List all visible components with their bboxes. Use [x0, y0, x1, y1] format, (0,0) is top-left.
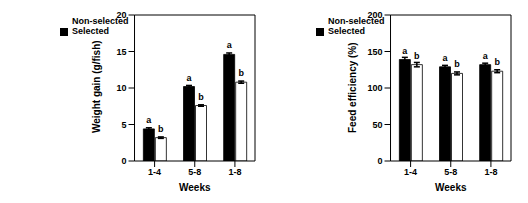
svg-text:a: a: [187, 73, 193, 83]
svg-text:a: a: [483, 51, 489, 61]
svg-text:Weeks: Weeks: [179, 182, 211, 193]
svg-text:b: b: [158, 124, 164, 134]
svg-text:10: 10: [117, 83, 127, 93]
svg-text:1-8: 1-8: [228, 167, 241, 177]
svg-text:200: 200: [367, 10, 382, 20]
svg-text:50: 50: [373, 120, 383, 130]
svg-text:150: 150: [367, 47, 382, 57]
svg-text:1-4: 1-4: [404, 167, 417, 177]
svg-text:Weeks: Weeks: [435, 182, 467, 193]
svg-text:Weight gain (g/fish): Weight gain (g/fish): [91, 40, 102, 133]
svg-text:b: b: [454, 59, 460, 69]
svg-text:20: 20: [117, 10, 127, 20]
svg-text:a: a: [402, 46, 408, 56]
svg-text:b: b: [494, 57, 500, 67]
svg-text:a: a: [227, 40, 233, 50]
svg-text:0: 0: [378, 156, 383, 166]
svg-text:0: 0: [122, 156, 127, 166]
svg-text:b: b: [238, 68, 244, 78]
svg-text:15: 15: [117, 47, 127, 57]
svg-text:1-8: 1-8: [484, 167, 497, 177]
svg-text:100: 100: [367, 83, 382, 93]
svg-text:5: 5: [122, 120, 127, 130]
svg-text:1-4: 1-4: [148, 167, 161, 177]
svg-text:5-8: 5-8: [188, 167, 201, 177]
svg-text:b: b: [198, 92, 204, 102]
svg-text:a: a: [146, 115, 152, 125]
svg-text:5-8: 5-8: [444, 167, 457, 177]
svg-text:Feed efficiency (%): Feed efficiency (%): [347, 42, 358, 133]
svg-text:a: a: [443, 53, 449, 63]
svg-text:b: b: [414, 51, 420, 61]
